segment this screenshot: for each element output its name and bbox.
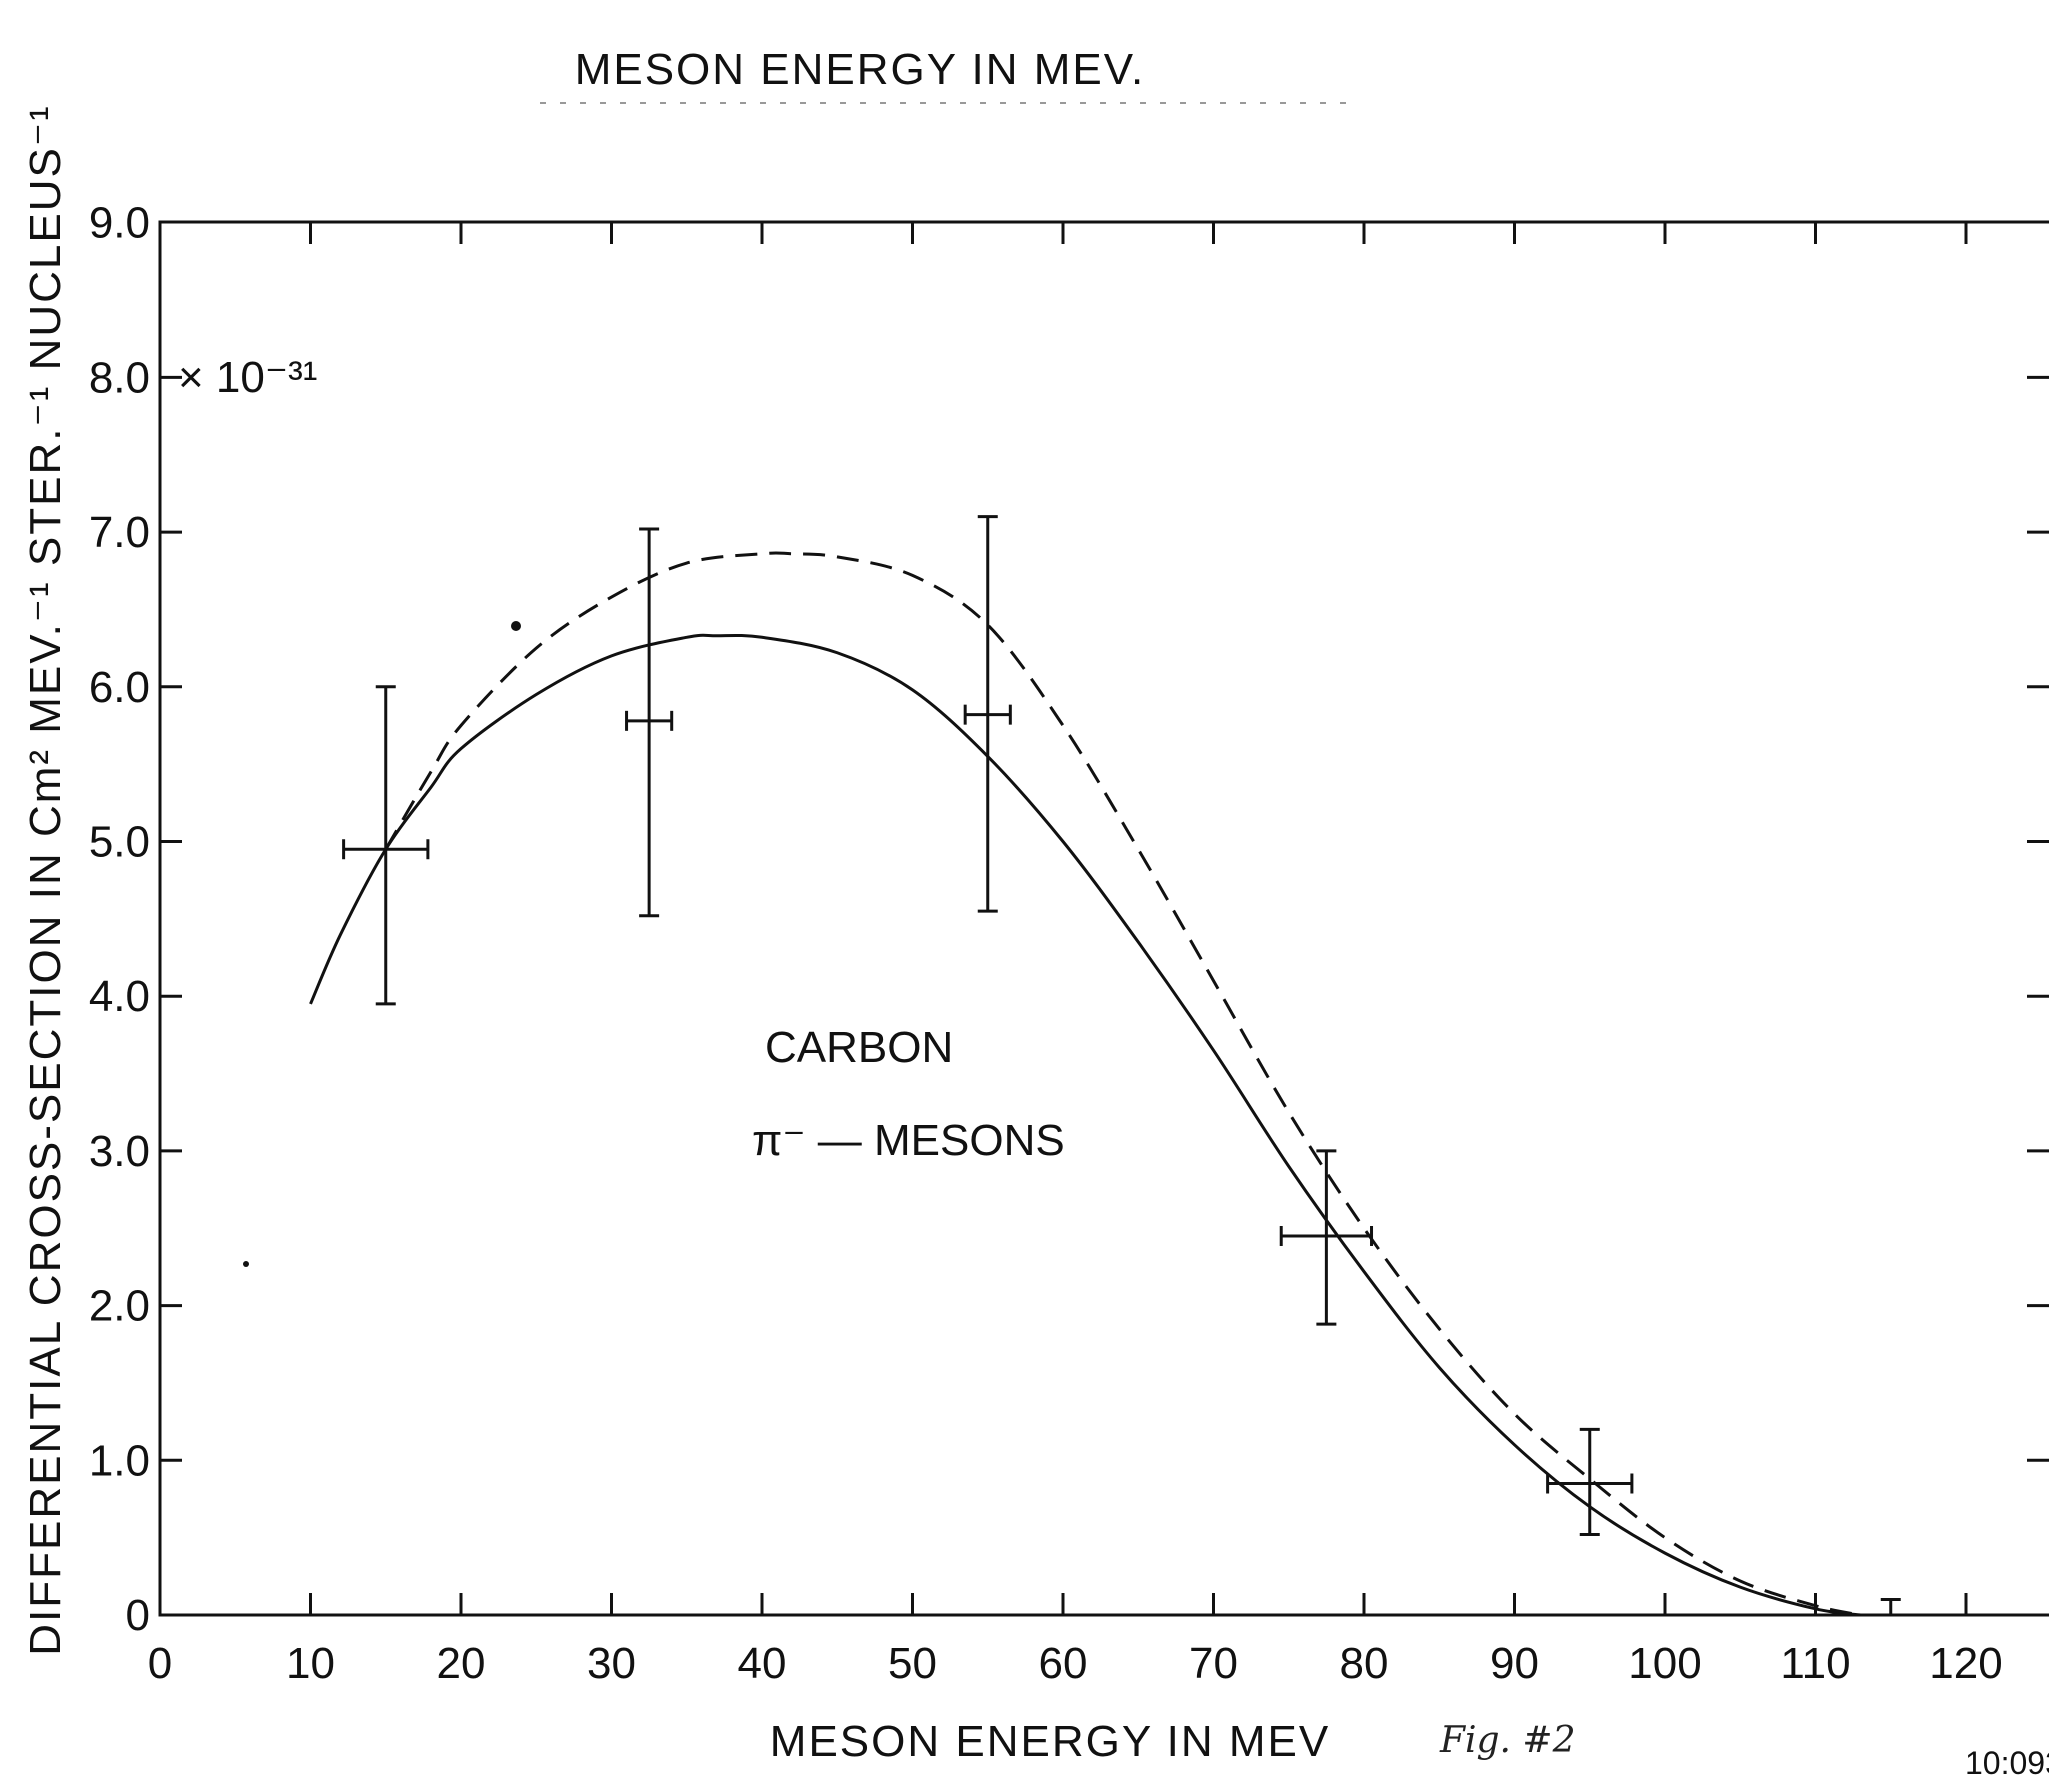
- y-axis-ticks: 0 1.0 2.0 3.0 4.0 5.0 6.0 7.0 8.0 9.0: [89, 199, 2049, 1640]
- series-layer: [309, 551, 1861, 1617]
- solid-curve: [309, 633, 1861, 1617]
- x-tick-label: 110: [1780, 1639, 1850, 1688]
- x-tick-label: 80: [1340, 1639, 1389, 1688]
- y-tick-label: 2.0: [89, 1282, 150, 1331]
- x-axis-title: MESON ENERGY IN MEV: [770, 1717, 1330, 1766]
- annotation-pi-mesons: π⁻ — MESONS: [752, 1116, 1065, 1165]
- x-tick-label: 10: [286, 1639, 335, 1688]
- x-tick-label: 40: [738, 1639, 787, 1688]
- top-title: MESON ENERGY IN MEV.: [575, 45, 1146, 94]
- x-tick-label: 20: [437, 1639, 486, 1688]
- y-axis-title: DIFFERENTIAL CROSS-SECTION IN Cm² MEV.⁻¹…: [21, 104, 70, 1655]
- y-multiplier-label: × 10⁻³¹: [178, 353, 317, 402]
- corner-code: 10:093: [1965, 1745, 2049, 1776]
- x-tick-label: 100: [1628, 1639, 1701, 1688]
- y-tick-label: 4.0: [89, 972, 150, 1021]
- plot-frame: [158, 220, 2049, 1617]
- x-tick-label: 60: [1039, 1639, 1088, 1688]
- stray-ink-dot: [243, 1261, 249, 1267]
- error-bar-point: [342, 685, 430, 1006]
- y-tick-label: 3.0: [89, 1127, 150, 1176]
- x-tick-label: 70: [1189, 1639, 1238, 1688]
- y-tick-label: 0: [126, 1591, 150, 1640]
- error-bar-point: [1880, 1598, 1901, 1617]
- stray-ink-dot: [511, 621, 521, 631]
- handwritten-figure-note: Fig. #2: [1439, 1720, 1576, 1761]
- dashed-curve: [384, 551, 1861, 1617]
- error-bar-point: [625, 527, 674, 918]
- x-tick-label: 0: [148, 1639, 172, 1688]
- error-bar-point: [1279, 1149, 1374, 1326]
- x-tick-label: 50: [888, 1639, 937, 1688]
- y-tick-label: 6.0: [89, 663, 150, 712]
- error-bar-layer: [342, 515, 1901, 1617]
- x-tick-label: 90: [1490, 1639, 1539, 1688]
- y-tick-label: 9.0: [89, 199, 150, 248]
- error-bar-point: [963, 515, 1012, 913]
- x-axis-ticks: 0 10 20 30 40 50 60 70 80 90 100 110 120: [148, 222, 2003, 1688]
- error-bar-point: [1546, 1427, 1634, 1537]
- y-tick-label: 1.0: [89, 1436, 150, 1485]
- y-tick-label: 8.0: [89, 353, 150, 402]
- x-tick-label: 30: [587, 1639, 636, 1688]
- annotation-carbon: CARBON: [765, 1023, 953, 1072]
- y-tick-label: 7.0: [89, 508, 150, 557]
- x-tick-label: 120: [1929, 1639, 2002, 1688]
- y-tick-label: 5.0: [89, 818, 150, 867]
